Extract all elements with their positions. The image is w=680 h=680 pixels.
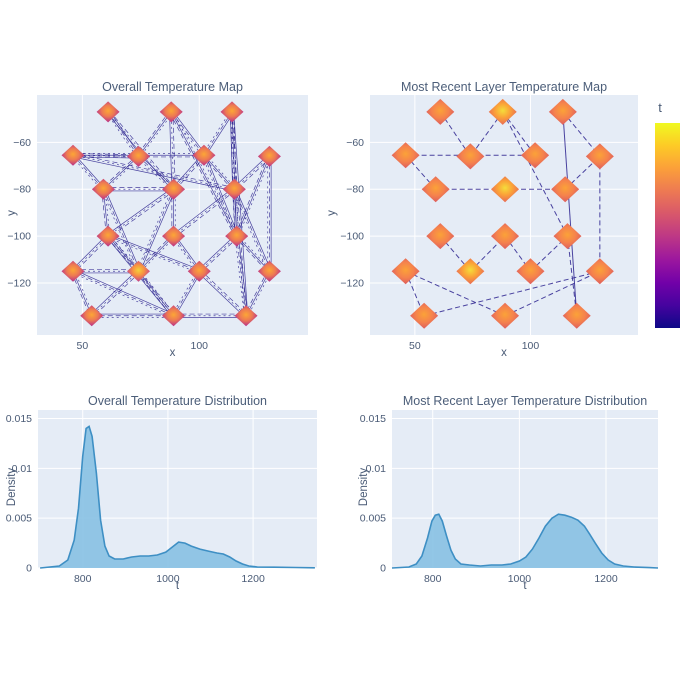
map-marker[interactable] bbox=[162, 225, 186, 247]
map-marker[interactable] bbox=[225, 225, 249, 247]
panel-overall-dist[interactable]: 800 1000 1200 0 0.005 0.01 0.015 bbox=[6, 410, 317, 585]
map-marker[interactable] bbox=[410, 302, 439, 329]
map-marker[interactable] bbox=[222, 178, 246, 200]
map-marker[interactable] bbox=[521, 142, 550, 169]
x-tick-label: 1000 bbox=[156, 573, 180, 585]
map-marker[interactable] bbox=[234, 305, 258, 327]
map-marker[interactable] bbox=[187, 260, 211, 282]
x-tick-label: 1000 bbox=[508, 573, 532, 585]
x-tick-label: 100 bbox=[522, 340, 540, 352]
y-tick-label: 0.01 bbox=[12, 463, 33, 475]
y-tick-label: −120 bbox=[7, 277, 31, 289]
y-tick-label: 0.015 bbox=[6, 413, 32, 425]
map-marker[interactable] bbox=[391, 258, 420, 285]
panel-overall-map[interactable]: 50 100 −60 −80 −100 −120 bbox=[7, 95, 308, 352]
y-tick-label: −100 bbox=[7, 231, 31, 243]
x-tick-label: 50 bbox=[409, 340, 421, 352]
tick-labels: 800 1000 1200 0 0.005 0.01 0.015 bbox=[6, 413, 265, 585]
map-marker[interactable] bbox=[421, 176, 450, 203]
map-marker[interactable] bbox=[162, 305, 186, 327]
panel-recent-dist[interactable]: 800 1000 1200 0 0.005 0.01 0.015 bbox=[360, 410, 659, 585]
y-axis-label-overall-map: y bbox=[6, 210, 18, 216]
y-axis-label-recent-dist: Density bbox=[358, 467, 370, 507]
x-tick-label: 1200 bbox=[241, 573, 265, 585]
temperature-markers[interactable] bbox=[61, 101, 281, 327]
map-marker[interactable] bbox=[257, 145, 281, 167]
temperature-markers[interactable] bbox=[391, 98, 614, 329]
map-marker[interactable] bbox=[585, 143, 614, 170]
plot-area-recent-map[interactable] bbox=[370, 95, 638, 335]
y-tick-label: 0.005 bbox=[360, 513, 386, 525]
y-tick-label: 0 bbox=[26, 563, 32, 575]
tick-labels: 800 1000 1200 0 0.005 0.01 0.015 bbox=[360, 413, 618, 585]
colorbar bbox=[655, 123, 680, 328]
y-tick-label: −100 bbox=[340, 231, 364, 243]
y-tick-label: 0.015 bbox=[360, 413, 386, 425]
map-marker[interactable] bbox=[162, 178, 186, 200]
tick-labels: 50 100 −60 −80 −100 −120 bbox=[7, 137, 208, 352]
density-curve bbox=[391, 513, 659, 569]
plot-area-overall-map[interactable] bbox=[37, 95, 308, 335]
map-marker[interactable] bbox=[96, 101, 120, 123]
chart-title-overall-dist: Overall Temperature Distribution bbox=[87, 394, 267, 408]
map-marker[interactable] bbox=[488, 98, 517, 125]
x-tick-label: 800 bbox=[74, 573, 92, 585]
map-marker[interactable] bbox=[159, 101, 183, 123]
map-marker[interactable] bbox=[553, 223, 582, 250]
y-tick-label: 0 bbox=[380, 563, 386, 575]
chart-title-recent-map: Most Recent Layer Temperature Map bbox=[400, 80, 608, 94]
chart-title-recent-dist: Most Recent Layer Temperature Distributi… bbox=[402, 394, 648, 408]
x-axis-label-recent-map: x bbox=[501, 347, 507, 359]
map-marker[interactable] bbox=[456, 143, 485, 170]
map-marker[interactable] bbox=[61, 260, 85, 282]
y-tick-label: 0.005 bbox=[6, 513, 32, 525]
map-marker[interactable] bbox=[192, 144, 216, 166]
map-marker[interactable] bbox=[126, 260, 150, 282]
density-area[interactable] bbox=[40, 426, 315, 568]
map-marker[interactable] bbox=[426, 223, 455, 250]
map-marker[interactable] bbox=[456, 258, 485, 285]
map-marker[interactable] bbox=[426, 98, 455, 125]
y-tick-label: −120 bbox=[340, 277, 364, 289]
y-axis-label-recent-map: y bbox=[326, 210, 338, 216]
y-tick-label: −60 bbox=[13, 137, 31, 149]
map-marker[interactable] bbox=[391, 142, 420, 169]
x-tick-label: 800 bbox=[424, 573, 442, 585]
colorbar-title: t bbox=[658, 100, 662, 115]
map-marker[interactable] bbox=[491, 223, 520, 250]
y-tick-label: 0.01 bbox=[366, 463, 387, 475]
y-axis-label-overall-dist: Density bbox=[6, 467, 18, 507]
layer-path-lines bbox=[71, 110, 272, 318]
map-marker[interactable] bbox=[585, 258, 614, 285]
x-tick-label: 1200 bbox=[594, 573, 618, 585]
map-marker[interactable] bbox=[220, 101, 244, 123]
y-tick-label: −80 bbox=[346, 184, 364, 196]
density-curve bbox=[40, 425, 315, 569]
x-axis-label-overall-map: x bbox=[169, 347, 176, 359]
x-tick-label: 50 bbox=[77, 340, 89, 352]
map-marker[interactable] bbox=[548, 98, 577, 125]
map-marker[interactable] bbox=[91, 178, 115, 200]
map-marker[interactable] bbox=[551, 176, 580, 203]
map-marker[interactable] bbox=[491, 176, 520, 203]
map-marker[interactable] bbox=[257, 260, 281, 282]
map-marker[interactable] bbox=[562, 302, 591, 329]
chart-title-overall-map: Overall Temperature Map bbox=[102, 80, 243, 94]
x-axis-label-recent-dist: t bbox=[523, 580, 527, 592]
y-tick-label: −60 bbox=[346, 137, 364, 149]
panel-recent-map[interactable]: 50 100 −60 −80 −100 −120 bbox=[340, 95, 638, 352]
map-marker[interactable] bbox=[516, 258, 545, 285]
map-marker[interactable] bbox=[126, 145, 150, 167]
density-area[interactable] bbox=[392, 514, 658, 568]
x-tick-label: 100 bbox=[191, 340, 209, 352]
y-tick-label: −80 bbox=[13, 184, 31, 196]
tick-labels: 50 100 −60 −80 −100 −120 bbox=[340, 137, 539, 352]
map-marker[interactable] bbox=[61, 144, 85, 166]
map-marker[interactable] bbox=[491, 302, 520, 329]
map-marker[interactable] bbox=[96, 225, 120, 247]
map-marker[interactable] bbox=[80, 305, 104, 327]
x-axis-label-overall-dist: t bbox=[175, 580, 180, 592]
